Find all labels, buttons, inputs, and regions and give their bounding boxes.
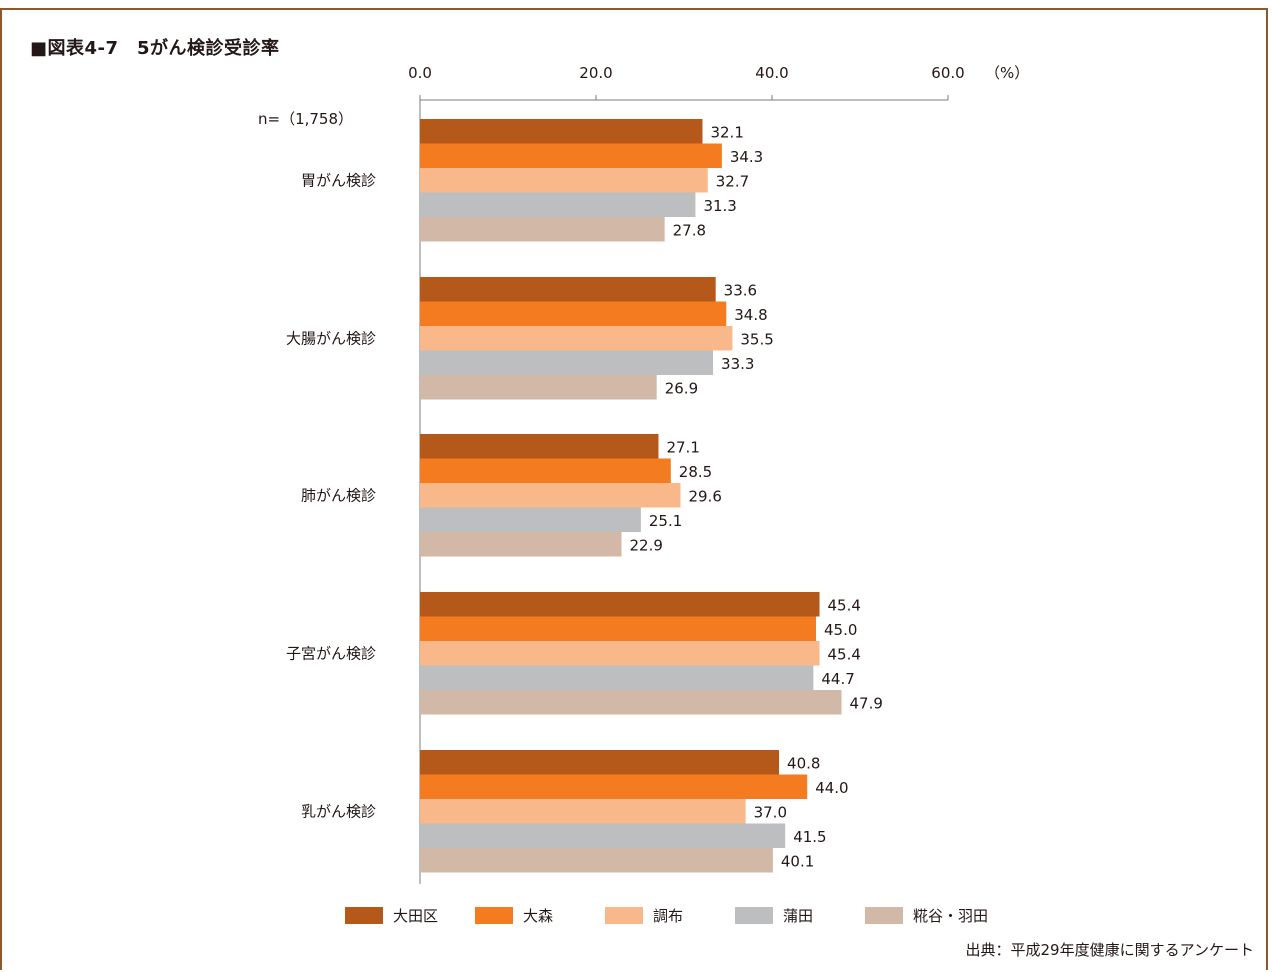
data-label: 33.6: [724, 281, 757, 299]
bar: [420, 143, 722, 168]
bar: [420, 119, 703, 144]
bar: [420, 848, 773, 873]
bar: [420, 774, 808, 799]
bar: [420, 641, 820, 666]
bar: [420, 168, 708, 193]
bar: [420, 326, 733, 351]
bar: [420, 434, 659, 459]
bar: [420, 458, 671, 483]
category-label: 子宮がん検診: [286, 644, 376, 662]
category-label: 乳がん検診: [301, 802, 376, 820]
bar: [420, 690, 842, 715]
chart-title: ■図表4-7 5がん検診受診率: [30, 38, 280, 59]
bar: [420, 350, 714, 375]
legend-label: 蒲田: [783, 907, 813, 925]
data-label: 32.1: [710, 123, 743, 141]
bar: [420, 277, 716, 302]
data-label: 34.8: [734, 306, 767, 324]
legend-swatch: [475, 907, 513, 924]
data-label: 28.5: [679, 463, 712, 481]
data-label: 41.5: [793, 828, 826, 846]
bar: [420, 750, 780, 775]
data-label: 45.4: [828, 645, 861, 663]
data-label: 34.3: [730, 148, 763, 166]
bar: [420, 823, 786, 848]
bar: [420, 375, 657, 400]
legend-label: 大森: [523, 907, 553, 925]
legend-swatch: [865, 907, 903, 924]
data-label: 40.8: [787, 754, 820, 772]
category-label: 胃がん検診: [301, 171, 376, 189]
data-label: 45.0: [824, 621, 857, 639]
legend-label: 糀谷・羽田: [913, 907, 988, 925]
data-label: 27.8: [673, 221, 706, 239]
data-label: 29.6: [688, 487, 721, 505]
bar: [420, 665, 814, 690]
data-label: 32.7: [716, 172, 749, 190]
data-label: 33.3: [721, 355, 754, 373]
sample-size-label: n=（1,758）: [258, 110, 354, 128]
data-label: 25.1: [649, 512, 682, 530]
legend-swatch: [735, 907, 773, 924]
data-label: 47.9: [850, 694, 883, 712]
bar: [420, 217, 665, 242]
data-label: 26.9: [665, 379, 698, 397]
bar: [420, 616, 816, 641]
bar: [420, 592, 820, 617]
data-label: 27.1: [666, 438, 699, 456]
category-label: 大腸がん検診: [286, 329, 376, 347]
data-label: 44.0: [815, 779, 848, 797]
data-label: 44.7: [821, 670, 854, 688]
chart-frame: [0, 8, 1268, 970]
data-label: 37.0: [754, 803, 787, 821]
legend-swatch: [345, 907, 383, 924]
source-note: 出典：平成29年度健康に関するアンケート: [965, 941, 1255, 959]
data-label: 45.4: [828, 596, 861, 614]
data-label: 31.3: [703, 197, 736, 215]
legend-label: 調布: [653, 907, 683, 925]
x-tick-label: 60.0: [931, 64, 964, 82]
x-tick-label: 0.0: [408, 64, 432, 82]
category-label: 肺がん検診: [301, 486, 376, 504]
x-axis-unit-label: （%）: [985, 64, 1029, 82]
bar: [420, 532, 622, 557]
data-label: 35.5: [740, 330, 773, 348]
x-tick-label: 40.0: [755, 64, 788, 82]
x-tick-label: 20.0: [579, 64, 612, 82]
bar: [420, 799, 746, 824]
data-label: 22.9: [630, 536, 663, 554]
bar: [420, 192, 696, 217]
legend-swatch: [605, 907, 643, 924]
data-label: 40.1: [781, 852, 814, 870]
bar: [420, 301, 727, 326]
bar: [420, 483, 681, 508]
legend-label: 大田区: [393, 907, 438, 925]
bar: [420, 507, 641, 532]
